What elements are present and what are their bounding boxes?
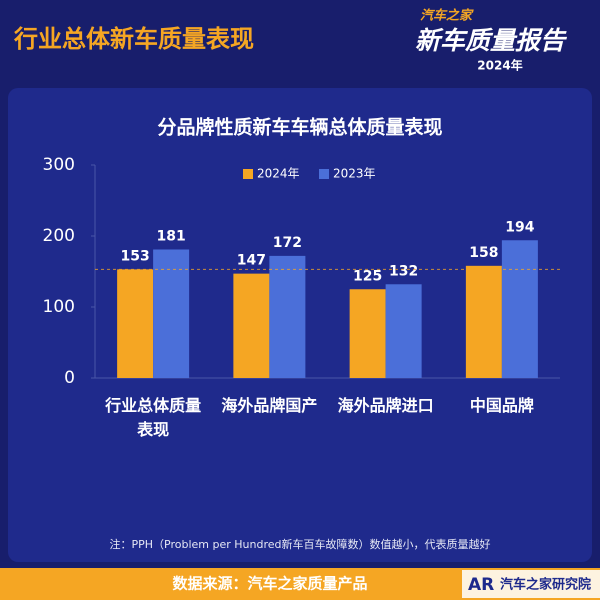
value-label: 125 (353, 268, 382, 284)
chart-title: 分品牌性质新车车辆总体质量表现 (157, 116, 442, 139)
value-label: 153 (121, 248, 150, 264)
logo-top: 汽车之家 (420, 8, 474, 24)
value-label: 172 (273, 235, 302, 251)
x-tick-label: 海外品牌进口 (337, 396, 434, 415)
legend-swatch (243, 169, 253, 179)
footer-source: 数据来源：汽车之家质量产品 (172, 575, 367, 593)
footer-logo-text: 汽车之家研究院 (500, 577, 591, 593)
x-tick-label: 海外品牌国产 (221, 396, 318, 415)
bar (465, 265, 502, 378)
bar (233, 273, 270, 378)
legend-swatch (319, 169, 329, 179)
bar (501, 240, 538, 378)
legend-label: 2023年 (333, 167, 376, 181)
value-label: 147 (237, 253, 266, 269)
value-label: 158 (469, 245, 498, 261)
y-tick-label: 200 (43, 226, 75, 246)
value-label: 194 (505, 219, 534, 235)
logo-main: 新车质量报告 (415, 26, 568, 55)
x-tick-label: 行业总体质量表现 (105, 396, 202, 439)
x-tick-label: 中国品牌 (469, 396, 534, 415)
bar (349, 289, 386, 378)
note: 注：PPH（Problem per Hundred新车百车故障数）数值越小，代表… (109, 537, 490, 551)
bar (117, 269, 154, 378)
value-label: 132 (389, 263, 418, 279)
y-tick-label: 300 (43, 155, 75, 175)
y-tick-label: 100 (43, 297, 75, 317)
logo-year: 2024年 (477, 58, 522, 73)
bar (153, 249, 190, 378)
legend-label: 2024年 (257, 167, 300, 181)
y-tick-label: 0 (64, 368, 75, 388)
value-label: 181 (157, 228, 186, 244)
bar (269, 255, 306, 378)
footer-logo-bg (462, 570, 600, 598)
bar (385, 284, 422, 378)
footer-logo-mark: AR (468, 575, 494, 595)
page-title: 行业总体新车质量表现 (13, 25, 254, 53)
